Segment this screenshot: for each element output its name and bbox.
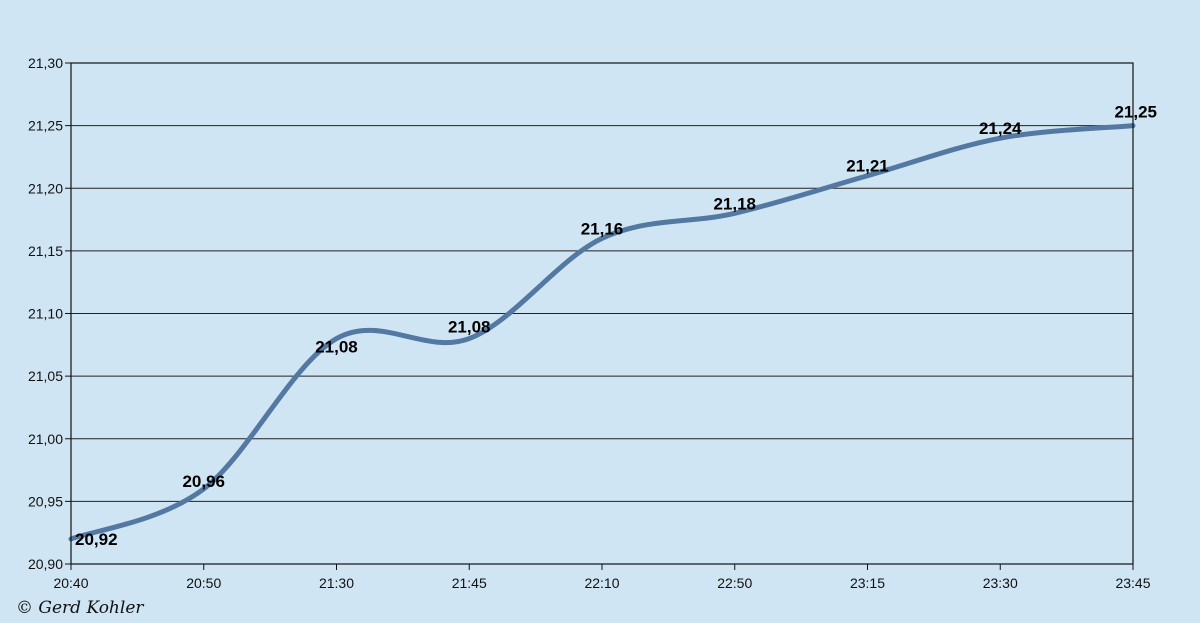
data-label: 21,16 — [581, 219, 624, 238]
x-tick-label: 22:10 — [584, 575, 619, 591]
data-label: 21,25 — [1114, 103, 1157, 122]
y-tick-label: 21,20 — [28, 180, 63, 196]
y-tick-label: 21,30 — [28, 55, 63, 71]
data-label: 20,96 — [182, 472, 225, 491]
y-tick-label: 20,90 — [28, 556, 63, 572]
gridlines — [71, 62, 1133, 565]
x-tick-label: 23:15 — [850, 575, 885, 591]
y-tick-label: 21,25 — [28, 118, 63, 134]
x-tick-label: 20:50 — [186, 575, 221, 591]
x-tick-label: 23:30 — [983, 575, 1018, 591]
y-axis: 20,90 20,95 21,00 21,05 21,10 21,15 21,20 21,25… — [28, 55, 71, 572]
data-labels: 20,92 20,96 21,08 21,08 21,16 21,18 21,21 21,24… — [70, 103, 1157, 549]
x-tick-label: 23:45 — [1115, 575, 1150, 591]
x-tick-label: 21:30 — [319, 575, 354, 591]
x-tick-label: 20:40 — [53, 575, 88, 591]
data-label: 21,08 — [448, 318, 491, 337]
x-axis: 20:40 20:50 21:30 21:45 22:10 22:50 23:15 23:30… — [53, 564, 1151, 591]
series-line — [68, 123, 1136, 542]
y-tick-label: 21,05 — [28, 368, 63, 384]
data-label: 20,92 — [75, 530, 118, 549]
plot-border — [70, 62, 1134, 565]
data-label: 21,24 — [979, 119, 1022, 138]
y-tick-label: 21,15 — [28, 243, 63, 259]
copyright-text: © Gerd Kohler — [16, 598, 144, 618]
x-tick-label: 21:45 — [452, 575, 487, 591]
data-label: 21,18 — [713, 194, 756, 213]
x-tick-label: 22:50 — [717, 575, 752, 591]
data-label: 21,08 — [315, 338, 358, 357]
y-tick-label: 21,00 — [28, 431, 63, 447]
y-tick-label: 20,95 — [28, 493, 63, 509]
y-tick-label: 21,10 — [28, 306, 63, 322]
data-label: 21,21 — [846, 157, 889, 176]
